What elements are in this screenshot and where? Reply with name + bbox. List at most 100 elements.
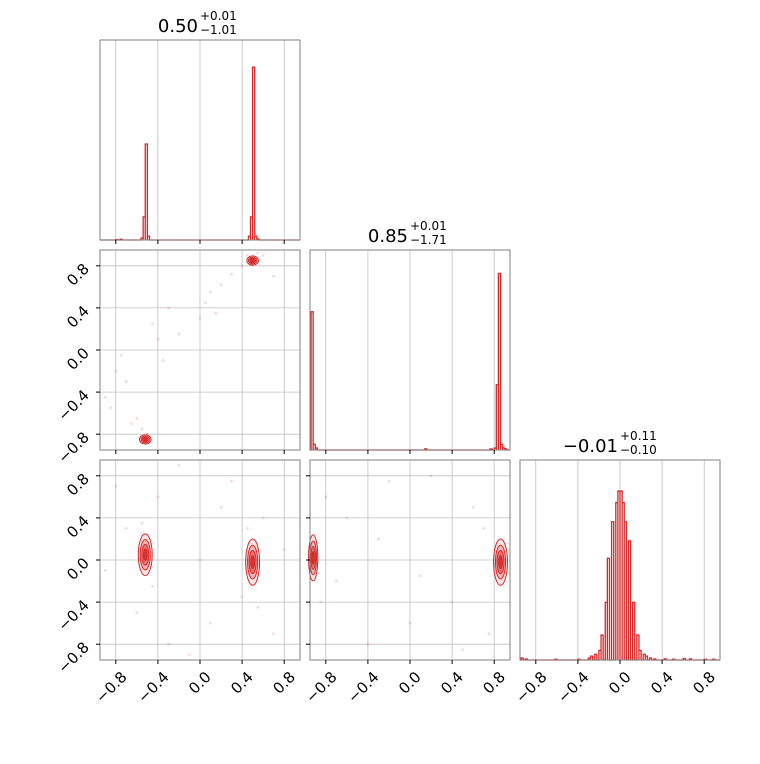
scatter-point [366, 642, 370, 646]
x-tick-label: −0.4 [344, 668, 382, 706]
x-tick-label: 0.0 [395, 668, 425, 698]
title-lower-error: −0.10 [620, 443, 657, 457]
scatter-point [219, 283, 223, 287]
scatter-point [209, 290, 212, 294]
title-value: −0.01 [563, 436, 618, 457]
x-tick-label: −0.4 [554, 668, 592, 706]
scatter-point [272, 274, 276, 278]
density-panel [100, 250, 300, 450]
density-contour [498, 555, 503, 569]
x-tick-label: −0.4 [134, 668, 172, 706]
density-contour [250, 555, 256, 569]
y-tick-label: 0.0 [63, 344, 93, 374]
scatter-point [114, 369, 118, 373]
y-tick-label: 0.4 [63, 512, 93, 542]
scatter-point [177, 332, 181, 336]
scatter-point [230, 272, 233, 276]
scatter-point [140, 521, 144, 525]
scatter-point [324, 495, 328, 499]
scatter-point [261, 516, 265, 520]
scatter-point [135, 417, 139, 420]
x-tick-label: 0.4 [647, 668, 677, 698]
density-panel [100, 460, 300, 660]
scatter-point [240, 595, 244, 599]
scatter-point [471, 505, 475, 509]
scatter-point [256, 605, 260, 609]
scatter-point [487, 632, 491, 636]
scatter-point [419, 574, 422, 578]
title-upper-error: +0.01 [410, 219, 447, 233]
scatter-point [161, 359, 165, 362]
scatter-point [261, 253, 265, 257]
x-tick-label: 0.8 [479, 668, 509, 698]
histogram-panel [310, 250, 510, 450]
panel-title: 0.50 +0.01−1.01 [158, 9, 237, 37]
scatter-point [429, 474, 433, 478]
scatter-point [103, 569, 107, 572]
y-tick-label: 0.8 [63, 260, 93, 290]
x-tick-label: 0.4 [227, 668, 257, 698]
scatter-point [177, 463, 181, 467]
x-tick-label: 0.0 [185, 668, 215, 698]
scatter-point [167, 642, 170, 646]
scatter-point [214, 311, 218, 315]
histogram-step-line [100, 66, 300, 241]
scatter-point [124, 527, 128, 530]
scatter-point [167, 306, 170, 310]
title-lower-error: −1.01 [200, 23, 237, 37]
scatter-point [209, 621, 212, 625]
scatter-point [461, 648, 465, 651]
scatter-point [151, 584, 155, 588]
scatter-point [334, 579, 338, 583]
scatter-point [377, 537, 380, 541]
scatter-point [130, 422, 133, 426]
scatter-point [245, 527, 249, 530]
y-tick-label: 0.0 [63, 554, 93, 584]
panel-title: 0.85 +0.01−1.71 [368, 219, 447, 247]
scatter-point [140, 427, 144, 431]
x-tick-label: −0.8 [512, 668, 550, 706]
title-value: 0.50 [158, 16, 198, 37]
scatter-point [114, 484, 118, 488]
title-upper-error: +0.11 [620, 429, 657, 443]
density-panel [310, 460, 510, 660]
scatter-point [188, 653, 191, 657]
scatter-point [203, 301, 207, 305]
y-tick-label: −0.4 [54, 386, 92, 424]
scatter-point [319, 600, 322, 604]
y-tick-label: −0.8 [54, 638, 92, 676]
scatter-point [103, 395, 107, 399]
density-contour [143, 437, 148, 442]
scatter-point [240, 264, 244, 268]
y-tick-label: 0.4 [63, 302, 93, 332]
scatter-point [151, 322, 155, 326]
y-tick-label: 0.8 [63, 470, 93, 500]
density-contour [142, 548, 148, 561]
scatter-point [387, 479, 391, 483]
title-value: 0.85 [368, 226, 408, 247]
x-tick-label: −0.8 [302, 668, 340, 706]
scatter-point [245, 253, 249, 257]
x-tick-label: 0.4 [437, 668, 467, 698]
scatter-point [109, 406, 112, 410]
title-upper-error: +0.01 [200, 9, 237, 23]
panel-title: −0.01 +0.11−0.10 [563, 429, 657, 457]
scatter-point [230, 479, 233, 483]
x-tick-label: 0.0 [605, 668, 635, 698]
x-tick-label: −0.8 [92, 668, 130, 706]
scatter-point [272, 632, 276, 636]
scatter-point [156, 495, 160, 499]
scatter-point [198, 558, 202, 562]
scatter-point [198, 317, 202, 320]
scatter-point [219, 505, 223, 509]
scatter-point [408, 621, 412, 625]
scatter-point [135, 611, 139, 615]
scatter-point [119, 353, 123, 357]
scatter-point [282, 548, 286, 551]
scatter-point [345, 516, 349, 520]
y-tick-label: −0.8 [54, 428, 92, 466]
y-tick-label: −0.4 [54, 596, 92, 634]
x-tick-label: 0.8 [689, 668, 719, 698]
